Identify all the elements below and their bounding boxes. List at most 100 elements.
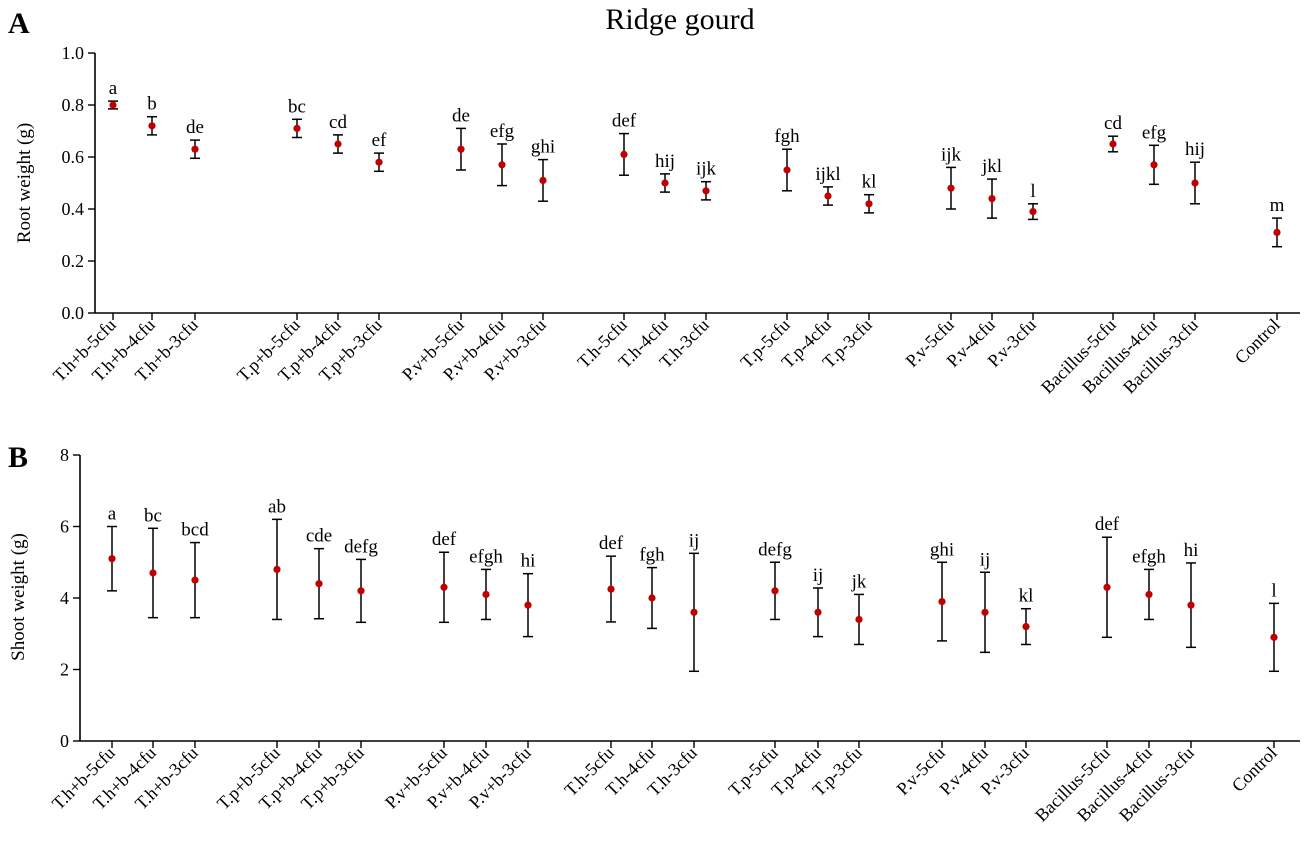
significance-letter: fgh	[774, 126, 800, 147]
significance-letter: l	[1271, 580, 1276, 601]
significance-letter: hi	[521, 551, 536, 572]
panel-a-root-weight-chart: Root weight (g) 0.00.20.40.60.81.0T.h+b-…	[14, 43, 1300, 397]
significance-letter: ij	[980, 549, 991, 570]
significance-letter: efgh	[469, 546, 503, 567]
significance-letter: bc	[144, 505, 162, 526]
data-point	[273, 565, 281, 574]
data-point	[607, 585, 615, 593]
y-tick-label: 0.6	[62, 147, 85, 167]
y-tick-label: 0.0	[62, 303, 85, 323]
data-point	[149, 569, 157, 577]
significance-letter: hij	[1185, 139, 1205, 160]
data-point	[440, 583, 448, 591]
significance-letter: hij	[655, 151, 675, 172]
data-point	[620, 150, 628, 158]
data-point	[865, 200, 873, 208]
panel-b-shoot-weight-chart: Shoot weight (g) 02468T.h+b-5cfuaT.h+b-4…	[8, 445, 1300, 825]
data-point	[1270, 633, 1278, 641]
significance-letter: ab	[268, 496, 286, 517]
data-point	[981, 608, 989, 616]
data-point	[1029, 208, 1037, 216]
data-point	[334, 140, 342, 148]
significance-letter: def	[612, 111, 637, 132]
significance-letter: ij	[689, 530, 700, 551]
significance-letter: cd	[329, 112, 347, 133]
data-point	[357, 587, 365, 595]
panel-b-letter: B	[8, 441, 28, 474]
data-point	[702, 187, 710, 195]
significance-letter: jkl	[981, 156, 1002, 177]
data-point	[824, 192, 832, 200]
significance-letter: b	[147, 94, 157, 115]
data-point	[498, 161, 506, 169]
significance-letter: bcd	[181, 520, 209, 541]
data-point	[1273, 228, 1281, 236]
y-tick-label: 0.8	[62, 95, 85, 115]
significance-letter: l	[1030, 181, 1035, 202]
significance-letter: efgh	[1132, 546, 1166, 567]
data-point	[191, 576, 199, 584]
data-point	[148, 122, 156, 130]
data-point	[293, 124, 301, 132]
significance-letter: defg	[758, 539, 792, 560]
significance-letter: def	[599, 533, 624, 554]
y-tick-label: 2	[60, 660, 69, 680]
significance-letter: defg	[344, 536, 378, 557]
data-point	[1109, 140, 1117, 148]
y-tick-label: 0	[60, 731, 69, 751]
data-point	[1145, 590, 1153, 599]
y-tick-label: 4	[60, 588, 69, 608]
significance-letter: bc	[288, 96, 306, 117]
significance-letter: de	[452, 105, 470, 126]
data-point	[1191, 179, 1199, 187]
data-point	[855, 615, 863, 624]
significance-letter: efg	[1142, 122, 1167, 143]
data-point	[783, 166, 791, 174]
significance-letter: ef	[372, 130, 387, 151]
significance-letter: a	[109, 78, 118, 99]
significance-letter: ijkl	[815, 164, 840, 185]
significance-letter: cde	[306, 526, 332, 547]
y-tick-label: 1.0	[62, 43, 85, 63]
significance-letter: kl	[862, 172, 877, 193]
x-category-label: Control	[1231, 315, 1284, 368]
significance-letter: def	[432, 529, 457, 550]
significance-letter: ijk	[941, 144, 962, 165]
data-point	[938, 597, 946, 606]
significance-letter: a	[108, 504, 117, 525]
data-point	[771, 587, 779, 595]
data-point	[539, 176, 547, 184]
significance-letter: ij	[813, 565, 824, 586]
significance-letter: def	[1095, 514, 1120, 535]
significance-letter: hi	[1184, 540, 1199, 561]
significance-letter: efg	[490, 121, 515, 142]
panel-a-letter: A	[8, 7, 30, 40]
y-tick-label: 0.4	[62, 199, 85, 219]
significance-letter: jk	[851, 571, 867, 592]
significance-letter: cd	[1104, 113, 1122, 134]
data-point	[1022, 623, 1030, 631]
chart-title: Ridge gourd	[605, 3, 754, 36]
data-point	[1150, 161, 1158, 169]
significance-letter: de	[186, 117, 204, 138]
data-point	[108, 555, 116, 563]
significance-letter: ijk	[696, 159, 717, 180]
data-point	[1187, 601, 1195, 609]
data-point	[947, 184, 955, 192]
significance-letter: ghi	[531, 137, 555, 158]
x-category-label: Control	[1228, 743, 1281, 796]
data-point	[988, 195, 996, 203]
significance-letter: fgh	[639, 545, 665, 566]
data-point	[524, 601, 532, 609]
data-point	[482, 590, 490, 599]
data-point	[814, 608, 822, 616]
y-axis-label: Root weight (g)	[14, 123, 35, 243]
significance-letter: ghi	[930, 539, 954, 560]
y-tick-label: 0.2	[62, 251, 85, 271]
significance-letter: m	[1270, 195, 1285, 216]
data-point	[457, 145, 465, 153]
data-point	[315, 580, 323, 588]
significance-letter: kl	[1019, 586, 1034, 607]
y-tick-label: 8	[60, 445, 69, 465]
